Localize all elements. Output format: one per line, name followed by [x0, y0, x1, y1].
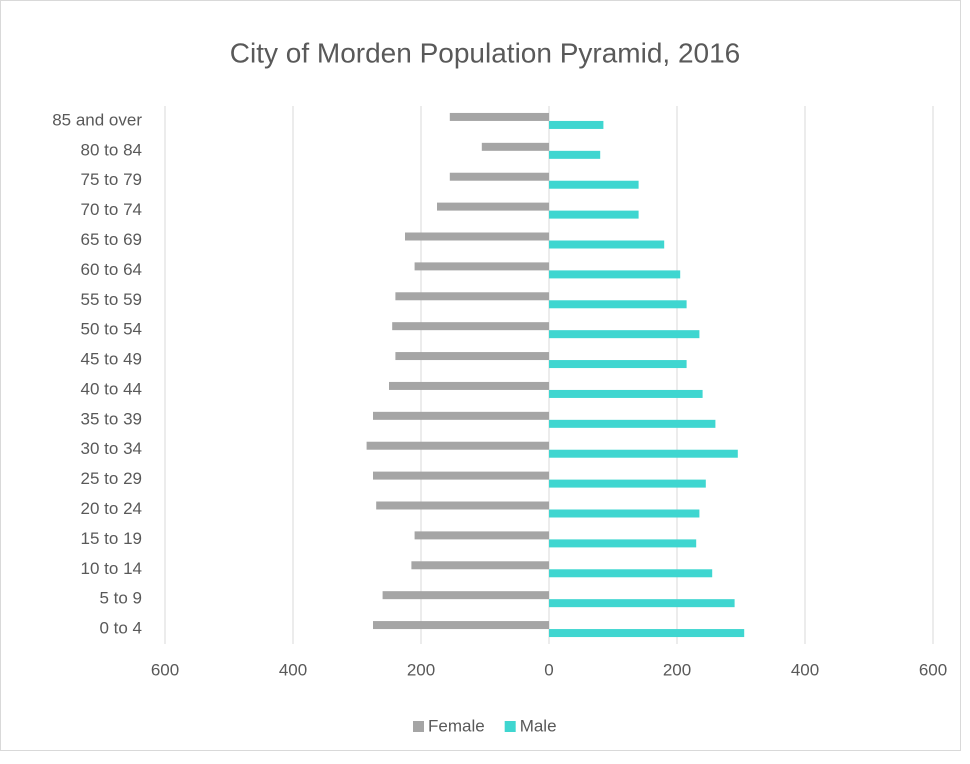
bar — [405, 232, 549, 241]
bar — [549, 360, 687, 369]
bar — [549, 180, 639, 189]
y-tick-label: 70 to 74 — [81, 200, 142, 219]
bar — [382, 591, 549, 600]
bar — [549, 150, 601, 159]
y-tick-label: 60 to 64 — [81, 260, 142, 279]
bar — [373, 471, 549, 480]
y-tick-label: 30 to 34 — [81, 439, 142, 458]
legend-swatch — [504, 721, 516, 732]
bar — [395, 352, 549, 361]
y-tick-label: 35 to 39 — [81, 409, 142, 428]
bar — [549, 599, 735, 608]
legend-swatch — [413, 721, 424, 732]
y-tick-label: 0 to 4 — [99, 619, 142, 638]
chart-title: City of Morden Population Pyramid, 2016 — [230, 37, 741, 68]
bar — [549, 330, 700, 339]
y-tick-label: 15 to 19 — [81, 529, 142, 548]
y-tick-label: 55 to 59 — [81, 290, 142, 309]
y-tick-label: 75 to 79 — [81, 170, 142, 189]
bar — [549, 569, 713, 578]
x-tick-label: 200 — [407, 660, 435, 679]
bar — [373, 411, 549, 420]
bar — [549, 300, 687, 309]
bar — [366, 441, 549, 450]
y-tick-label: 80 to 84 — [81, 140, 142, 159]
y-tick-label: 85 and over — [52, 110, 142, 129]
x-tick-label: 400 — [791, 660, 819, 679]
bar — [449, 172, 549, 181]
bar — [437, 202, 549, 211]
bar — [549, 509, 700, 518]
bar — [549, 270, 681, 279]
bar — [549, 120, 604, 129]
bar — [481, 142, 549, 151]
bar — [414, 262, 549, 271]
bar — [389, 381, 549, 390]
y-tick-label: 20 to 24 — [81, 499, 142, 518]
legend-label: Female — [428, 716, 485, 735]
bar — [549, 389, 703, 398]
bar — [373, 621, 549, 630]
x-tick-label: 0 — [544, 660, 553, 679]
bar — [549, 210, 639, 219]
bar — [549, 449, 738, 458]
bar — [411, 561, 549, 570]
bar — [449, 112, 549, 121]
bar — [549, 419, 716, 428]
x-tick-label: 600 — [919, 660, 947, 679]
bar — [549, 629, 745, 638]
legend-label: Male — [520, 716, 557, 735]
y-tick-label: 50 to 54 — [81, 320, 142, 339]
bar — [549, 539, 697, 548]
x-tick-label: 200 — [663, 660, 691, 679]
y-tick-label: 10 to 14 — [81, 559, 142, 578]
bar — [376, 501, 549, 510]
x-tick-label: 400 — [279, 660, 307, 679]
bar — [392, 322, 549, 331]
bar — [549, 479, 706, 488]
y-tick-label: 25 to 29 — [81, 469, 142, 488]
y-tick-label: 40 to 44 — [81, 379, 142, 398]
bar — [395, 292, 549, 301]
x-tick-label: 600 — [151, 660, 179, 679]
y-tick-label: 45 to 49 — [81, 350, 142, 369]
y-tick-label: 65 to 69 — [81, 230, 142, 249]
y-tick-label: 5 to 9 — [99, 589, 142, 608]
bar — [549, 240, 665, 249]
bar — [414, 531, 549, 540]
